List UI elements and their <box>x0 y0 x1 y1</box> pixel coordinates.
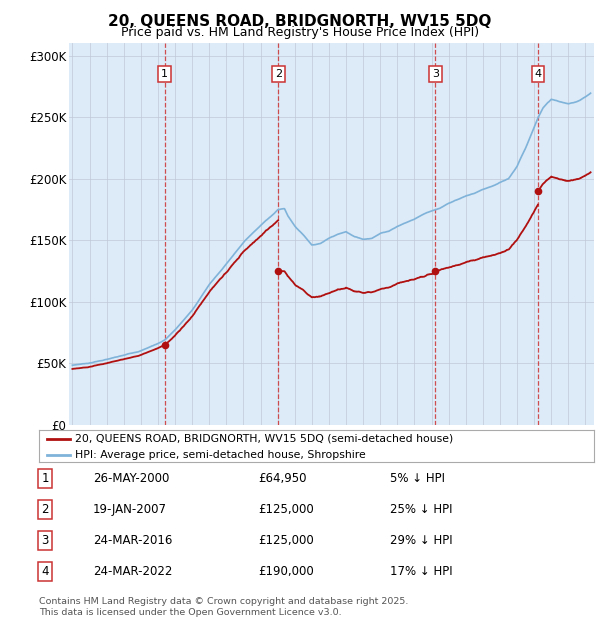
Text: £125,000: £125,000 <box>258 534 314 547</box>
Text: 5% ↓ HPI: 5% ↓ HPI <box>390 472 445 485</box>
Text: £64,950: £64,950 <box>258 472 307 485</box>
Text: 17% ↓ HPI: 17% ↓ HPI <box>390 565 452 578</box>
Text: 3: 3 <box>432 69 439 79</box>
Text: Contains HM Land Registry data © Crown copyright and database right 2025.
This d: Contains HM Land Registry data © Crown c… <box>39 598 409 617</box>
Text: 26-MAY-2000: 26-MAY-2000 <box>93 472 169 485</box>
Text: 2: 2 <box>275 69 282 79</box>
Text: 2: 2 <box>41 503 49 516</box>
Text: 4: 4 <box>41 565 49 578</box>
Text: 24-MAR-2016: 24-MAR-2016 <box>93 534 172 547</box>
Text: HPI: Average price, semi-detached house, Shropshire: HPI: Average price, semi-detached house,… <box>75 450 366 460</box>
Text: 4: 4 <box>535 69 542 79</box>
Text: 19-JAN-2007: 19-JAN-2007 <box>93 503 167 516</box>
Text: 1: 1 <box>41 472 49 485</box>
Text: 29% ↓ HPI: 29% ↓ HPI <box>390 534 452 547</box>
Text: 20, QUEENS ROAD, BRIDGNORTH, WV15 5DQ (semi-detached house): 20, QUEENS ROAD, BRIDGNORTH, WV15 5DQ (s… <box>75 433 454 444</box>
Text: 1: 1 <box>161 69 168 79</box>
Text: Price paid vs. HM Land Registry's House Price Index (HPI): Price paid vs. HM Land Registry's House … <box>121 26 479 39</box>
Text: £125,000: £125,000 <box>258 503 314 516</box>
Text: 24-MAR-2022: 24-MAR-2022 <box>93 565 172 578</box>
Text: £190,000: £190,000 <box>258 565 314 578</box>
Text: 25% ↓ HPI: 25% ↓ HPI <box>390 503 452 516</box>
Text: 3: 3 <box>41 534 49 547</box>
Text: 20, QUEENS ROAD, BRIDGNORTH, WV15 5DQ: 20, QUEENS ROAD, BRIDGNORTH, WV15 5DQ <box>109 14 491 29</box>
